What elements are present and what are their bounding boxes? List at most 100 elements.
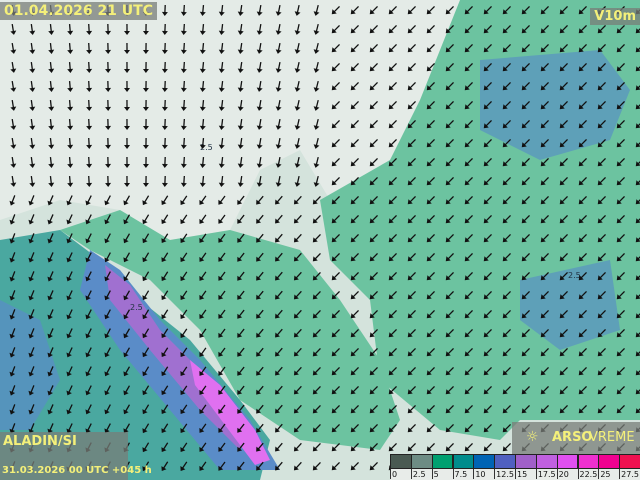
wind-arrow <box>237 461 245 471</box>
wind-arrow <box>407 215 416 224</box>
wind-arrow <box>426 367 435 376</box>
wind-arrow <box>635 44 640 53</box>
wind-arrow <box>29 42 36 54</box>
wind-arrow <box>426 215 435 224</box>
wind-arrow <box>199 80 206 92</box>
wind-arrow <box>66 271 73 282</box>
wind-arrow <box>161 385 169 396</box>
wind-arrow <box>180 404 188 414</box>
wind-arrow <box>66 309 73 320</box>
wind-arrow <box>256 195 264 205</box>
wind-arrow <box>237 328 245 338</box>
wind-arrow <box>218 23 225 35</box>
wind-arrow <box>616 291 625 300</box>
wind-arrow <box>540 348 549 357</box>
wind-arrow <box>597 139 606 148</box>
wind-arrow <box>275 423 283 433</box>
wind-arrow <box>350 291 359 300</box>
wind-arrow <box>256 23 263 35</box>
wind-arrow <box>275 442 283 452</box>
wind-arrow <box>483 101 492 110</box>
wind-arrow <box>237 99 244 111</box>
wind-arrow <box>521 196 530 205</box>
wind-arrow <box>313 42 320 54</box>
wind-arrow <box>218 252 226 262</box>
wind-arrow <box>256 156 263 168</box>
wind-arrow <box>161 347 169 358</box>
wind-arrow <box>85 233 92 244</box>
wind-arrow <box>464 272 473 281</box>
wind-arrow <box>67 80 74 92</box>
wind-arrow <box>407 44 416 53</box>
wind-arrow <box>161 23 168 35</box>
wind-arrow <box>388 234 397 243</box>
legend-swatch <box>556 454 579 469</box>
wind-arrow <box>464 405 473 414</box>
wind-arrow <box>388 443 397 452</box>
wind-arrow <box>483 234 492 243</box>
wind-arrow <box>597 234 606 243</box>
wind-arrow <box>237 404 245 414</box>
wind-arrow <box>67 175 74 187</box>
wind-arrow <box>464 348 473 357</box>
wind-arrow <box>426 443 435 452</box>
wind-arrow <box>237 42 244 54</box>
wind-arrow <box>67 99 74 111</box>
wind-arrow <box>426 139 435 148</box>
wind-arrow <box>445 139 454 148</box>
wind-arrow <box>502 253 511 262</box>
wind-arrow <box>616 139 625 148</box>
wind-arrow <box>407 272 416 281</box>
wind-arrow <box>199 137 206 149</box>
wind-arrow <box>256 423 264 433</box>
wind-arrow <box>275 347 283 357</box>
wind-arrow <box>237 309 245 319</box>
wind-arrow <box>331 44 340 53</box>
wind-arrow <box>521 310 530 319</box>
wind-arrow <box>124 23 131 35</box>
wind-arrow <box>29 137 36 149</box>
wind-arrow <box>597 177 606 186</box>
wind-arrow <box>123 195 131 206</box>
wind-arrow <box>256 252 264 262</box>
wind-arrow <box>199 195 207 205</box>
wind-arrow <box>66 252 73 263</box>
wind-arrow <box>123 233 131 244</box>
wind-arrow <box>578 44 587 53</box>
wind-arrow <box>10 42 17 54</box>
wind-arrow <box>331 367 340 376</box>
wind-arrow <box>161 214 169 225</box>
wind-arrow <box>180 214 188 224</box>
wind-arrow <box>9 195 16 206</box>
wind-arrow <box>218 118 225 130</box>
wind-arrow <box>29 175 36 187</box>
wind-arrow <box>29 156 36 168</box>
wind-arrow <box>350 6 359 15</box>
wind-arrow <box>578 6 587 15</box>
wind-arrow <box>294 99 301 111</box>
wind-arrow <box>48 175 55 187</box>
wind-arrow <box>597 329 606 338</box>
wind-arrow <box>104 347 111 358</box>
wind-arrow <box>123 271 131 282</box>
wind-arrow <box>312 404 321 414</box>
wind-arrow <box>616 158 625 167</box>
wind-arrow <box>369 310 378 319</box>
wind-arrow <box>521 6 530 15</box>
wind-arrow <box>237 137 244 149</box>
wind-arrow <box>275 328 283 338</box>
wind-arrow <box>464 63 473 72</box>
wind-arrow <box>47 252 54 263</box>
wind-arrow <box>597 386 606 395</box>
wind-arrow <box>47 328 54 339</box>
wind-arrow <box>331 139 340 148</box>
wind-arrow <box>635 101 640 110</box>
wind-arrow <box>161 366 169 377</box>
wind-arrow <box>464 443 473 452</box>
wind-arrow <box>350 329 359 338</box>
wind-arrow <box>369 348 378 357</box>
wind-arrow <box>407 234 416 243</box>
wind-arrow <box>161 42 168 54</box>
wind-arrow <box>426 158 435 167</box>
wind-arrow <box>218 42 225 54</box>
